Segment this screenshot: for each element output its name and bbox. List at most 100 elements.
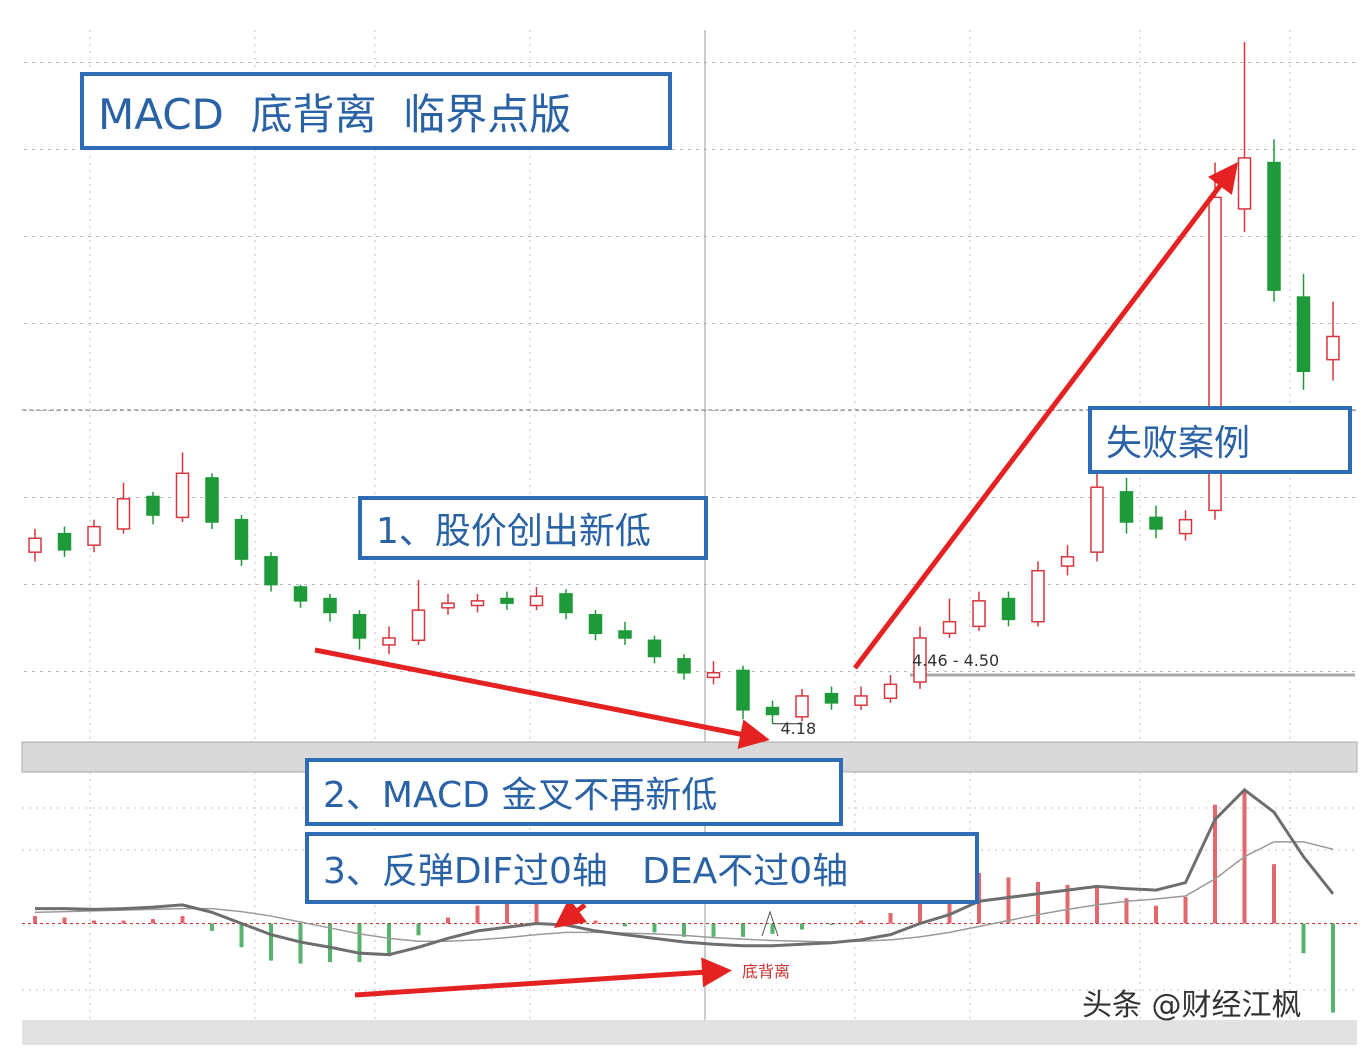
candle-body bbox=[264, 556, 278, 586]
candle-body bbox=[1149, 516, 1163, 530]
macd-histogram bbox=[1124, 898, 1129, 924]
candle-body bbox=[57, 532, 72, 551]
macd-histogram bbox=[623, 923, 627, 927]
macd-histogram bbox=[652, 923, 657, 933]
macd-histogram bbox=[1331, 923, 1335, 1013]
macd-histogram bbox=[446, 917, 450, 924]
macd-histogram bbox=[62, 917, 67, 924]
candle-body bbox=[854, 695, 868, 706]
candle-body bbox=[500, 597, 514, 604]
candle-body bbox=[441, 602, 455, 609]
macd-histogram bbox=[1183, 896, 1188, 924]
macd-histogram bbox=[357, 923, 362, 963]
macd-histogram bbox=[829, 923, 834, 925]
macd-histogram bbox=[947, 887, 952, 924]
macd-histogram bbox=[1036, 881, 1040, 924]
macd-histogram bbox=[328, 923, 332, 963]
low-label: 4.18 bbox=[781, 719, 817, 738]
candle-body bbox=[1267, 161, 1281, 291]
candle-body bbox=[883, 683, 898, 700]
range-label: 4.46 - 4.50 bbox=[912, 651, 999, 670]
candle-body bbox=[1031, 569, 1045, 623]
panel-bottom bbox=[22, 1020, 1357, 1045]
candle-body bbox=[293, 586, 308, 602]
candle-body bbox=[175, 472, 190, 519]
macd-histogram bbox=[1006, 877, 1011, 924]
macd-histogram bbox=[682, 923, 686, 937]
macd-histogram bbox=[859, 920, 863, 924]
candle-body bbox=[765, 706, 780, 716]
arrows bbox=[314, 162, 1239, 998]
macd-histogram bbox=[800, 923, 804, 930]
macd-histogram bbox=[416, 923, 421, 936]
macd-histogram bbox=[1272, 864, 1276, 924]
macd-histogram bbox=[1065, 884, 1070, 924]
candle-body bbox=[1001, 597, 1016, 621]
macd-histogram bbox=[239, 923, 244, 948]
dif-line bbox=[35, 787, 1335, 957]
candle-body bbox=[588, 614, 603, 635]
macd-histogram bbox=[180, 916, 185, 924]
macd-histogram bbox=[1154, 905, 1158, 924]
candle-body bbox=[1326, 335, 1340, 361]
macd-histogram bbox=[151, 919, 155, 924]
candle-body bbox=[146, 495, 160, 516]
macd-histogram bbox=[711, 923, 716, 937]
cross-marker bbox=[761, 910, 779, 937]
candle-body bbox=[706, 671, 721, 679]
candle-body bbox=[1060, 556, 1075, 567]
candle-body bbox=[1119, 491, 1134, 523]
candle-body bbox=[824, 692, 839, 704]
macd-histogram bbox=[770, 923, 775, 934]
candle-body bbox=[352, 614, 367, 639]
macd-histogram bbox=[387, 923, 391, 957]
candle-body bbox=[205, 477, 219, 523]
candle-body bbox=[913, 637, 927, 683]
candle-body bbox=[736, 669, 750, 711]
macd-histogram bbox=[1301, 923, 1306, 954]
macd-histogram bbox=[888, 913, 893, 924]
macd-histogram bbox=[741, 923, 745, 937]
candle-body bbox=[87, 525, 101, 546]
macd-histogram bbox=[210, 923, 214, 931]
macd-histogram bbox=[92, 920, 96, 924]
annotation-box: 失败案例 bbox=[1088, 406, 1352, 474]
macd-histogram bbox=[534, 901, 539, 924]
candle-body bbox=[1178, 518, 1193, 535]
candle-body bbox=[234, 518, 249, 560]
candle-body bbox=[1237, 157, 1252, 210]
macd-histogram bbox=[33, 916, 37, 924]
candle-body bbox=[116, 498, 131, 530]
candle-body bbox=[382, 637, 396, 646]
candle-body bbox=[972, 600, 986, 628]
candle-body bbox=[942, 620, 957, 635]
candle-body bbox=[559, 593, 573, 614]
candle-body bbox=[647, 639, 662, 658]
macd-histogram bbox=[121, 920, 126, 924]
macd-histogram bbox=[505, 902, 509, 924]
macd-histogram bbox=[1213, 804, 1217, 924]
candle-body bbox=[323, 597, 337, 614]
annotation-box: 2、MACD 金叉不再新低 bbox=[305, 758, 843, 826]
candle-body bbox=[677, 658, 691, 674]
candle-body bbox=[529, 595, 544, 607]
watermark: 头条 @财经江枫 bbox=[1082, 988, 1302, 1023]
annotation-box: 1、股价创出新低 bbox=[358, 496, 708, 560]
annotation-box: 3、反弹DIF过0轴 DEA不过0轴 bbox=[305, 832, 979, 904]
candle-body bbox=[618, 630, 632, 639]
macd-histogram bbox=[918, 896, 922, 924]
title-box: MACD 底背离 临界点版 bbox=[80, 72, 672, 150]
candle-body bbox=[470, 600, 485, 607]
dea-line bbox=[34, 841, 1334, 943]
candle-body bbox=[1090, 486, 1104, 553]
macd-histogram bbox=[269, 923, 273, 961]
candle-body bbox=[28, 537, 42, 553]
candle-body bbox=[1296, 296, 1311, 373]
macd-histogram bbox=[475, 905, 480, 924]
candle-body bbox=[795, 695, 809, 718]
divergence-label: 底背离 bbox=[742, 962, 790, 981]
macd-histogram bbox=[593, 920, 598, 924]
candle-body bbox=[411, 609, 426, 642]
